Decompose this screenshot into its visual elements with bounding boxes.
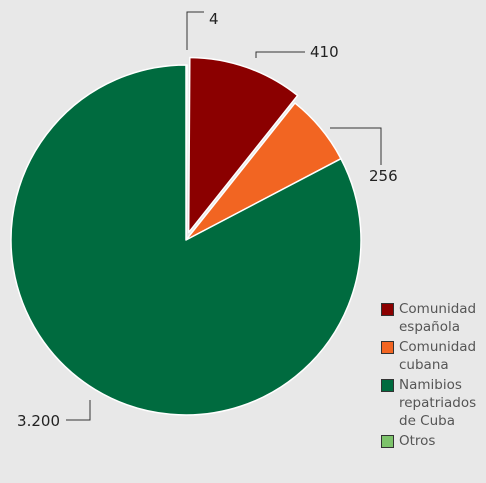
- pie-slice-namibios-repatriados-de-cuba: [10, 64, 362, 416]
- legend-label-comunidad-cubana: Comunidad cubana: [399, 339, 477, 373]
- legend-label-comunidad-espanola: Comunidad española: [399, 301, 477, 335]
- legend-item-comunidad-cubana: Comunidad cubana: [381, 338, 485, 374]
- leader-line-comunidad-cubana: [330, 127, 382, 165]
- data-label-comunidad-cubana: 256: [369, 167, 398, 185]
- legend-swatch-otros: [381, 435, 394, 448]
- legend-swatch-comunidad-espanola: [381, 303, 394, 316]
- legend-item-otros: Otros: [381, 432, 485, 450]
- leader-line-comunidad-espanola: [255, 51, 305, 58]
- data-label-comunidad-espanola: 410: [310, 43, 339, 61]
- legend-label-namibios-repatriados: Namibios repatriados de Cuba: [399, 377, 477, 429]
- leader-line-namibios-repatriados-de-cuba: [66, 400, 91, 421]
- data-label-otros: 4: [209, 10, 219, 28]
- legend-swatch-comunidad-cubana: [381, 341, 394, 354]
- data-label-namibios-repatriados-de-cuba: 3.200: [17, 412, 60, 430]
- leader-line-otros: [186, 11, 204, 50]
- chart-legend: Comunidad española Comunidad cubana Nami…: [381, 300, 485, 452]
- legend-swatch-namibios-repatriados: [381, 379, 394, 392]
- legend-item-comunidad-espanola: Comunidad española: [381, 300, 485, 336]
- legend-item-namibios-repatriados: Namibios repatriados de Cuba: [381, 376, 485, 430]
- pie-slice-comunidad-espanola: [187, 56, 299, 234]
- legend-label-otros: Otros: [399, 433, 436, 449]
